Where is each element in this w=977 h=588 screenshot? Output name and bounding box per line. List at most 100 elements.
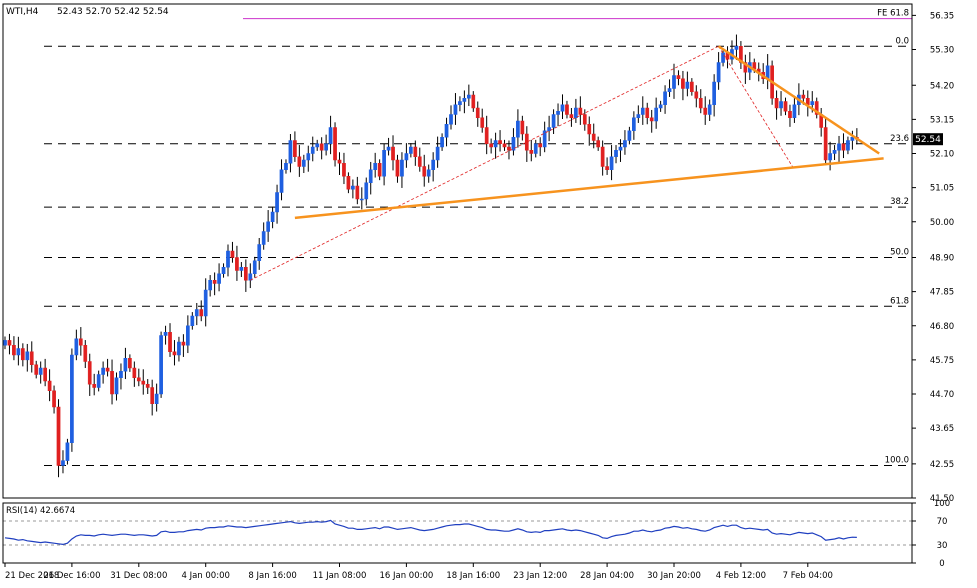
candle xyxy=(65,438,70,465)
bear-candle-body xyxy=(676,75,681,79)
price-tick-label: 54.20 xyxy=(930,81,954,91)
fib-level-label: FE 61.8 xyxy=(877,9,909,19)
candle xyxy=(141,369,146,395)
bear-candle-body xyxy=(34,364,39,375)
candle xyxy=(823,118,828,166)
bull-candle-body xyxy=(846,140,850,151)
candle xyxy=(221,263,226,278)
bull-candle-body xyxy=(837,143,841,151)
bull-candle-body xyxy=(551,114,556,128)
bull-candle-body xyxy=(221,267,226,274)
bull-candle-body xyxy=(685,81,690,89)
bull-candle-body xyxy=(3,340,7,346)
candle xyxy=(355,176,360,205)
bear-candle-body xyxy=(698,98,703,109)
bull-candle-body xyxy=(672,75,676,89)
candle xyxy=(605,157,609,175)
candle xyxy=(672,63,676,99)
bull-candle-body xyxy=(431,159,436,170)
bear-candle-body xyxy=(243,267,248,281)
time-tick-label: 11 Jan 08:00 xyxy=(313,571,367,581)
bull-candle-body xyxy=(712,81,716,105)
time-tick-label: 30 Jan 20:00 xyxy=(647,571,701,581)
candle xyxy=(56,399,61,478)
bull-candle-body xyxy=(154,393,159,404)
candle xyxy=(716,52,721,90)
bull-candle-body xyxy=(632,117,636,131)
candle xyxy=(453,93,458,125)
candle xyxy=(498,130,502,152)
candle xyxy=(38,361,43,384)
candle xyxy=(105,358,110,377)
fib-level-label: 23.6 xyxy=(890,134,909,144)
bear-candle-body xyxy=(78,338,83,346)
bull-candle-body xyxy=(186,325,190,346)
candle xyxy=(288,134,293,173)
candle xyxy=(721,48,725,67)
candle xyxy=(538,137,543,157)
bear-candle-body xyxy=(507,146,511,151)
candle xyxy=(730,40,734,65)
bear-candle-body xyxy=(774,98,779,109)
candle xyxy=(74,329,79,361)
candle xyxy=(252,256,257,278)
zigzag-line xyxy=(250,45,719,281)
bull-candle-body xyxy=(266,221,270,232)
bear-candle-body xyxy=(230,250,235,258)
bull-candle-body xyxy=(364,182,369,200)
ohlc-values: 52.43 52.70 52.42 52.54 xyxy=(57,7,169,17)
bear-candle-body xyxy=(199,309,204,317)
candle xyxy=(364,177,369,206)
candle xyxy=(128,354,132,372)
candle xyxy=(507,140,511,160)
candle xyxy=(645,102,650,125)
candle xyxy=(578,96,583,125)
bear-candle-body xyxy=(150,387,155,404)
candle xyxy=(248,263,253,289)
bull-candle-body xyxy=(279,169,284,193)
bear-candle-body xyxy=(337,159,342,164)
candle xyxy=(440,133,444,151)
bull-candle-body xyxy=(123,358,128,372)
candle xyxy=(529,139,534,162)
bull-candle-body xyxy=(70,354,74,443)
time-tick-label: 18 Jan 16:00 xyxy=(446,571,500,581)
candle xyxy=(658,100,663,112)
candle xyxy=(110,359,114,405)
rsi-tick-label: 0 xyxy=(939,559,944,569)
candle xyxy=(154,383,159,412)
candle xyxy=(689,78,694,96)
candle xyxy=(7,333,12,355)
time-tick-label: 7 Feb 04:00 xyxy=(783,571,833,581)
bear-candle-body xyxy=(333,127,337,161)
candle xyxy=(301,154,306,173)
candle xyxy=(449,105,453,130)
bull-candle-body xyxy=(74,338,79,356)
bull-candle-body xyxy=(462,98,467,102)
rsi-panel-frame xyxy=(2,502,913,564)
candle xyxy=(190,312,195,330)
candle xyxy=(257,238,262,270)
candle xyxy=(395,154,400,183)
bear-candle-body xyxy=(422,166,427,177)
bull-candle-body xyxy=(61,460,65,466)
bull-candle-body xyxy=(828,153,832,161)
candle xyxy=(52,385,56,414)
bull-candle-body xyxy=(368,169,373,183)
candle xyxy=(632,111,636,140)
bear-candle-body xyxy=(20,348,25,361)
zigzag-line xyxy=(718,46,795,170)
bear-candle-body xyxy=(587,124,592,135)
candle xyxy=(707,99,712,121)
candle xyxy=(34,360,39,379)
bull-candle-body xyxy=(409,146,413,154)
candle xyxy=(841,133,846,159)
candle xyxy=(565,100,569,119)
bull-candle-body xyxy=(832,150,837,154)
bear-candle-body xyxy=(413,146,418,157)
bear-candle-body xyxy=(529,150,534,154)
candle xyxy=(761,63,766,84)
candle xyxy=(484,115,489,155)
bear-candle-body xyxy=(29,351,34,365)
